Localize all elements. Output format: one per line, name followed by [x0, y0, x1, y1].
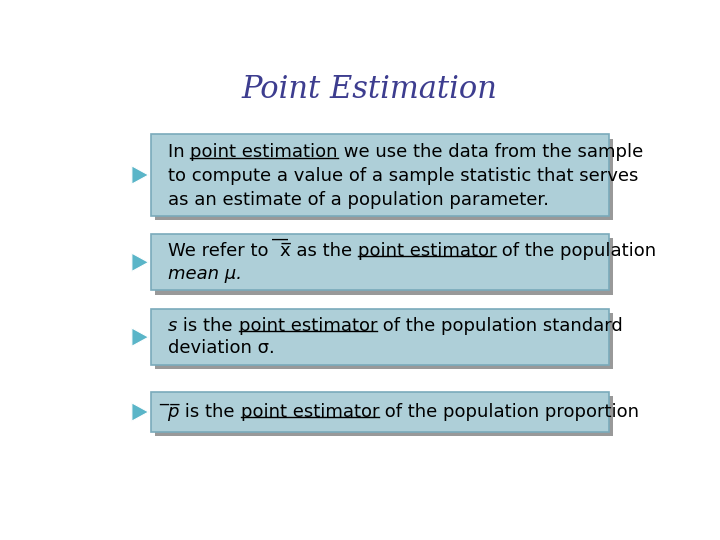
Text: In: In: [168, 143, 191, 161]
Text: deviation σ.: deviation σ.: [168, 339, 275, 357]
Polygon shape: [132, 253, 148, 272]
Text: point estimator: point estimator: [240, 403, 379, 421]
Polygon shape: [132, 328, 148, 346]
Text: mean μ.: mean μ.: [168, 265, 242, 282]
Text: point estimator: point estimator: [239, 317, 377, 335]
FancyBboxPatch shape: [151, 234, 609, 291]
Text: is the: is the: [178, 317, 239, 335]
FancyBboxPatch shape: [156, 139, 613, 220]
Text: We refer to  ͞x̅ as the: We refer to ͞x̅ as the: [168, 242, 358, 260]
FancyBboxPatch shape: [156, 238, 613, 294]
FancyBboxPatch shape: [156, 396, 613, 436]
Text: is the: is the: [179, 403, 240, 421]
Text: ̅p̅: ̅p̅: [168, 403, 179, 421]
Text: of the population standard: of the population standard: [377, 317, 623, 335]
Text: s: s: [168, 317, 178, 335]
FancyBboxPatch shape: [151, 309, 609, 365]
Text: point estimator: point estimator: [358, 242, 497, 260]
FancyBboxPatch shape: [151, 134, 609, 215]
FancyBboxPatch shape: [156, 313, 613, 369]
Text: Point Estimation: Point Estimation: [241, 74, 497, 105]
Text: to compute a value of a sample statistic that serves: to compute a value of a sample statistic…: [168, 167, 639, 185]
Text: of the population proportion: of the population proportion: [379, 403, 645, 421]
Text: of the population: of the population: [497, 242, 657, 260]
FancyBboxPatch shape: [151, 392, 609, 432]
Text: as an estimate of a population parameter.: as an estimate of a population parameter…: [168, 191, 549, 209]
Polygon shape: [132, 166, 148, 184]
Polygon shape: [132, 403, 148, 421]
Text: point estimation: point estimation: [191, 143, 338, 161]
Text: we use the data from the sample: we use the data from the sample: [338, 143, 643, 161]
